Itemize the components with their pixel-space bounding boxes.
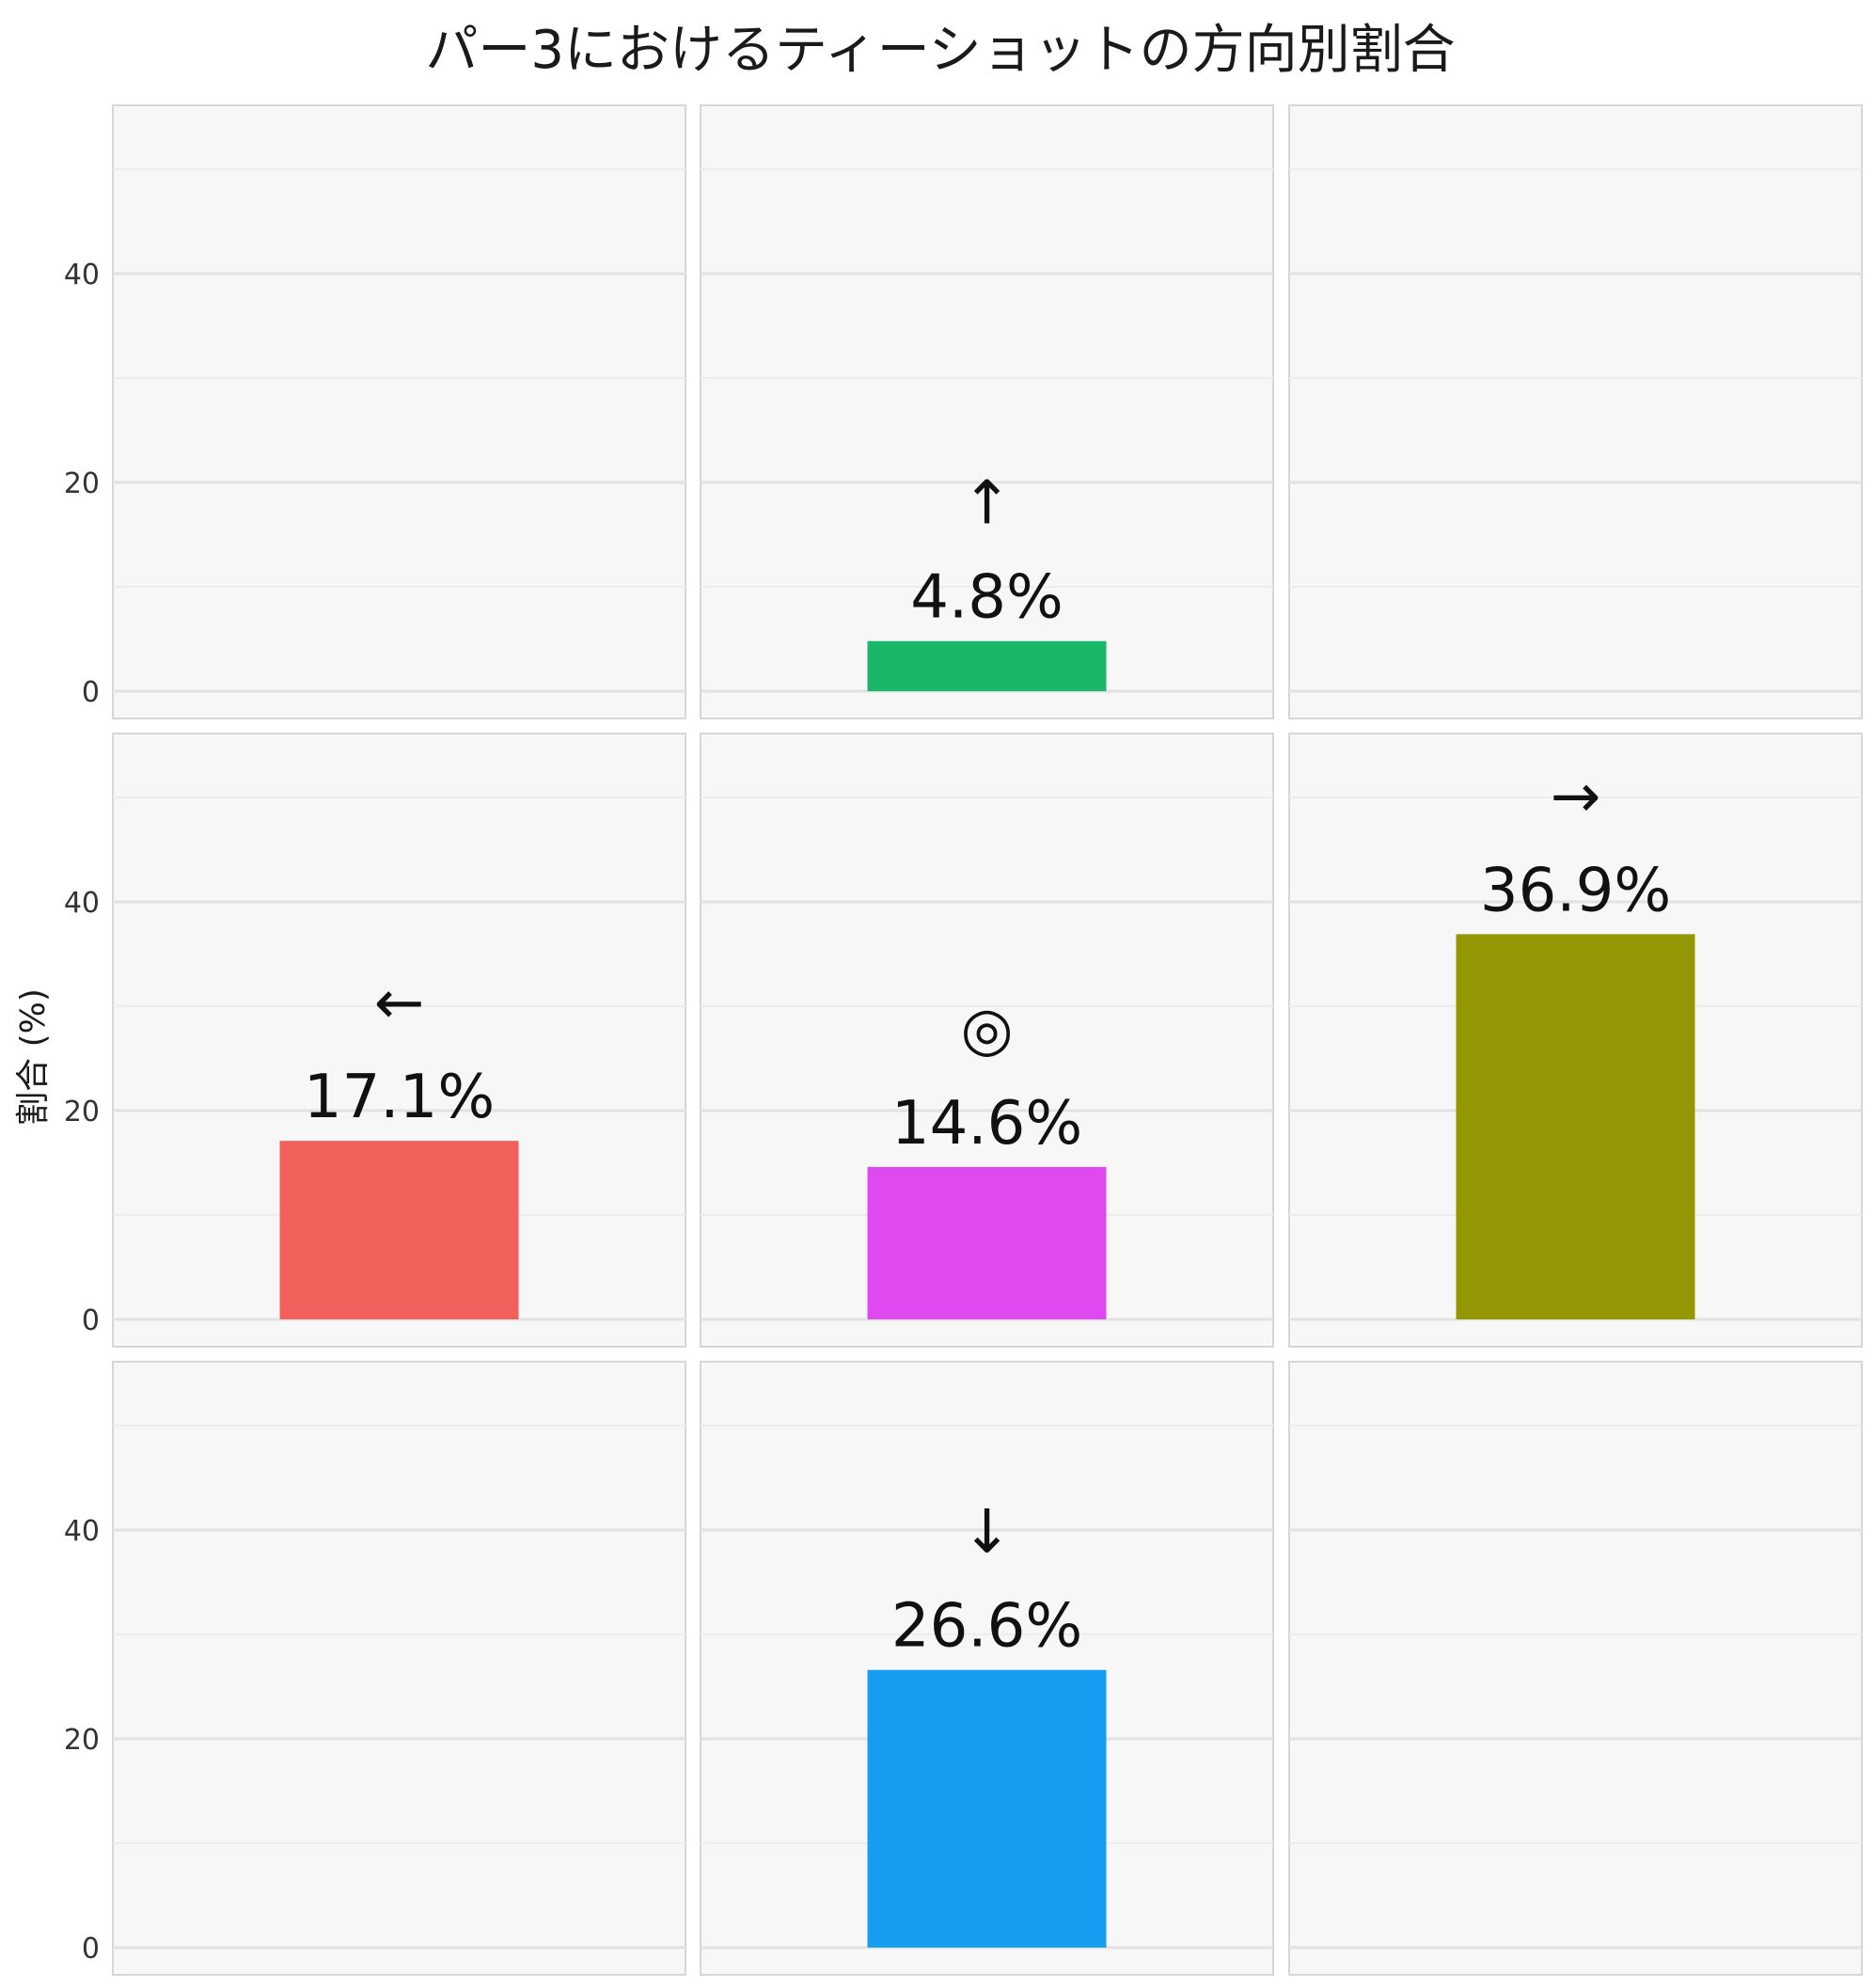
y-tick-label: 40 <box>64 1515 100 1548</box>
y-tick-label: 20 <box>64 467 100 500</box>
y-tick-label: 20 <box>64 1096 100 1128</box>
panel-3-1 <box>112 1361 686 1976</box>
panel-1-1 <box>112 104 686 719</box>
bar-3 <box>279 1141 519 1319</box>
panel-1-2 <box>700 104 1274 719</box>
data-label-3: 17.1% <box>304 1063 495 1132</box>
y-tick-label: 20 <box>64 1724 100 1757</box>
y-tick-label: 0 <box>82 1933 100 1965</box>
bar-4 <box>867 1166 1107 1319</box>
data-label-7: 26.6% <box>891 1592 1082 1662</box>
data-label-1: 4.8% <box>910 563 1064 633</box>
direction-symbol-7: ↓ <box>962 1498 1013 1568</box>
bar-5 <box>1456 934 1695 1319</box>
panel-3-3 <box>1288 1361 1863 1976</box>
bar-7 <box>867 1669 1107 1948</box>
direction-symbol-5: → <box>1551 762 1601 831</box>
direction-symbol-4: ◎ <box>961 995 1014 1065</box>
panel-1-3 <box>1288 104 1863 719</box>
y-tick-label: 0 <box>82 1304 100 1337</box>
bar-1 <box>867 640 1107 691</box>
direction-symbol-3: ← <box>374 969 425 1038</box>
direction-symbol-1: ↑ <box>962 469 1013 539</box>
y-tick-label: 40 <box>64 887 100 920</box>
y-tick-label: 0 <box>82 676 100 709</box>
chart-title: パー3におけるティーショットの方向別割合 <box>425 20 1456 81</box>
data-label-5: 36.9% <box>1480 856 1671 925</box>
data-label-4: 14.6% <box>891 1089 1082 1159</box>
y-tick-label: 40 <box>64 259 100 292</box>
